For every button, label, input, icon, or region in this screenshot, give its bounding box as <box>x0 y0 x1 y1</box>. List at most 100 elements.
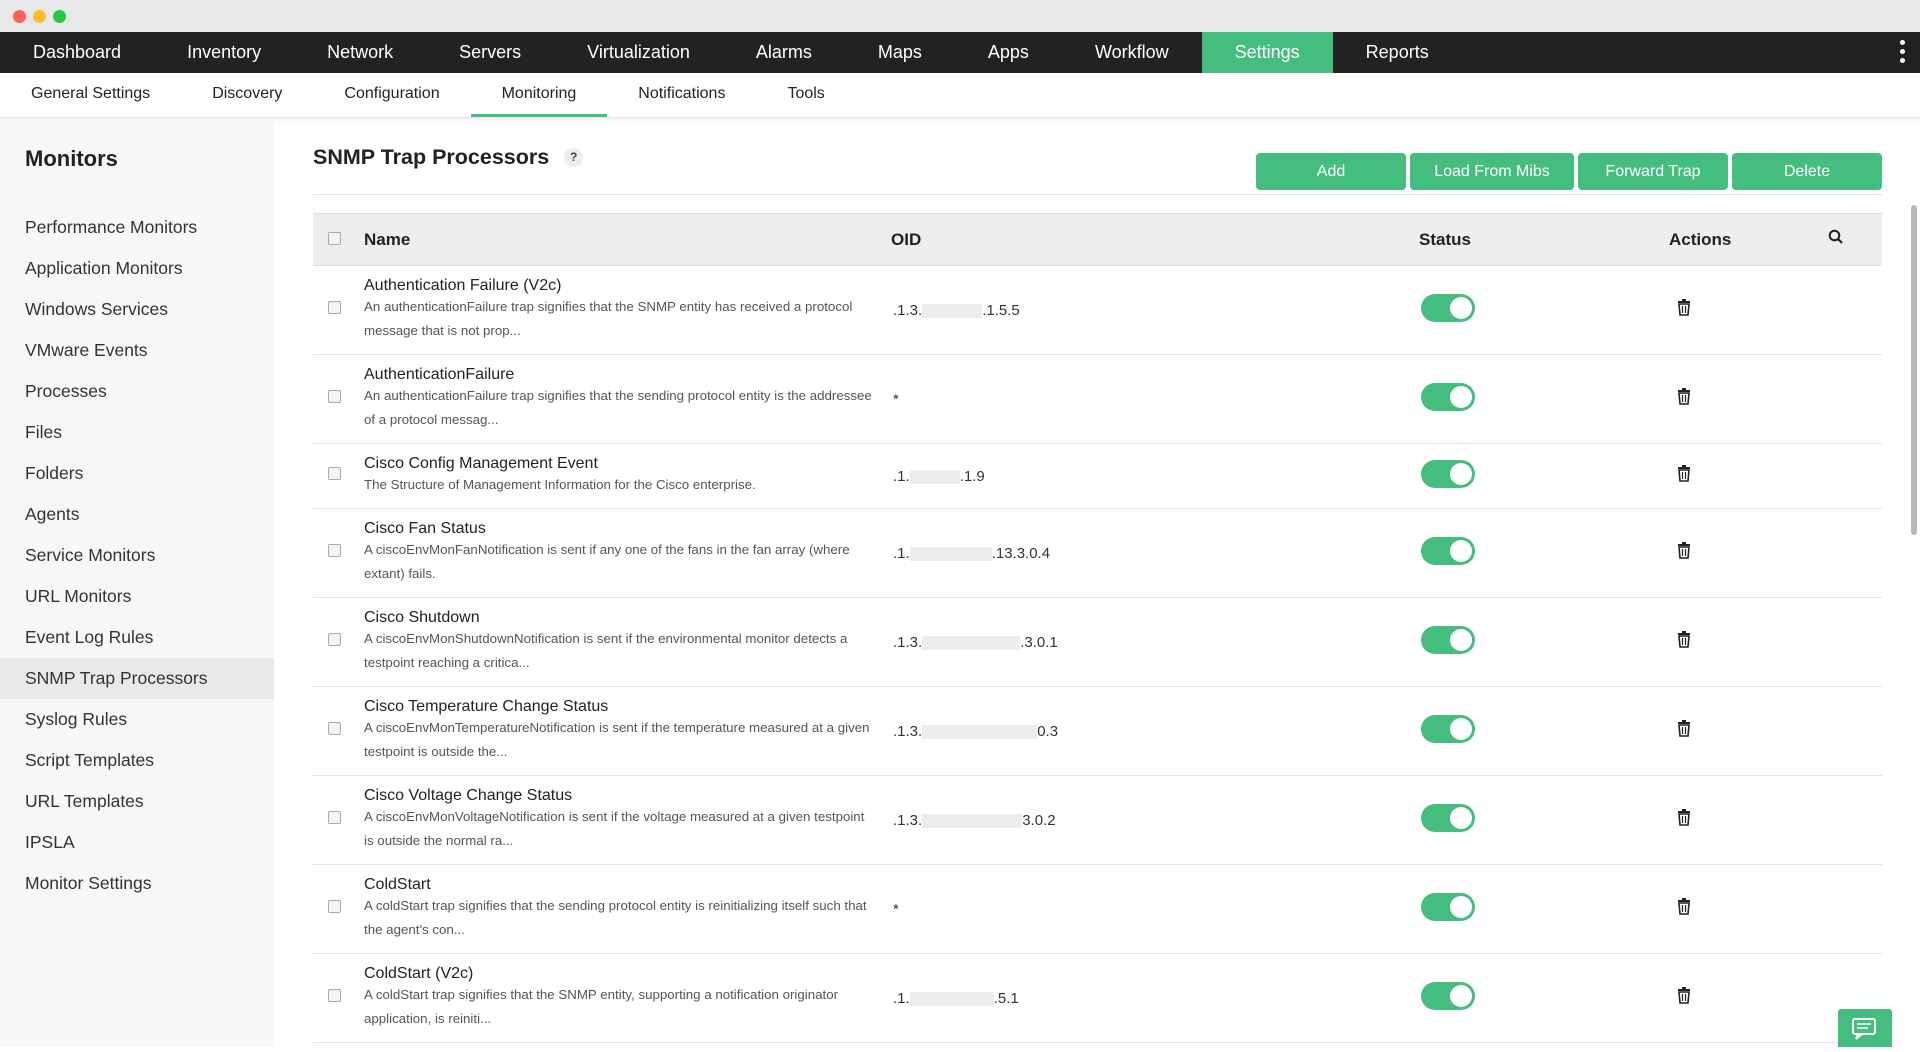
column-header-name[interactable]: Name <box>364 213 891 266</box>
nav-network[interactable]: Network <box>327 42 394 62</box>
chat-button[interactable] <box>1838 1009 1892 1047</box>
row-checkbox[interactable] <box>328 989 341 1002</box>
nav-virtualization[interactable]: Virtualization <box>587 42 690 62</box>
trash-icon[interactable] <box>1677 631 1691 648</box>
trap-name[interactable]: ColdStart <box>364 876 431 893</box>
column-header-actions: Actions <box>1669 213 1789 266</box>
add-button[interactable]: Add <box>1256 153 1406 190</box>
nav-inventory[interactable]: Inventory <box>187 42 262 62</box>
sidebar-item-performance-monitors[interactable]: Performance Monitors <box>25 217 198 237</box>
trash-icon[interactable] <box>1677 809 1691 826</box>
chat-icon <box>1852 1018 1876 1040</box>
row-checkbox[interactable] <box>328 390 341 403</box>
sidebar-item-monitor-settings[interactable]: Monitor Settings <box>25 873 152 893</box>
table-row: AuthenticationFailure An authenticationFa… <box>313 354 1882 444</box>
column-header-oid[interactable]: OID <box>891 213 1419 266</box>
sidebar-item-url-monitors[interactable]: URL Monitors <box>25 586 132 606</box>
status-toggle[interactable] <box>1421 293 1475 322</box>
tab-monitoring[interactable]: Monitoring <box>470 73 608 117</box>
sidebar-item-ipsla[interactable]: IPSLA <box>25 832 75 852</box>
tab-configuration[interactable]: Configuration <box>344 85 440 102</box>
oid-prefix: .1. <box>893 467 910 485</box>
status-toggle[interactable] <box>1421 382 1475 411</box>
load-from-mibs-button[interactable]: Load From Mibs <box>1410 153 1574 190</box>
sidebar-item-application-monitors[interactable]: Application Monitors <box>25 258 183 278</box>
sidebar-item-folders[interactable]: Folders <box>25 463 84 483</box>
tab-notifications[interactable]: Notifications <box>638 85 726 102</box>
sidebar-item-windows-services[interactable]: Windows Services <box>25 299 168 319</box>
sidebar-item-files[interactable]: Files <box>25 422 62 442</box>
row-checkbox[interactable] <box>328 900 341 913</box>
trash-icon[interactable] <box>1677 720 1691 737</box>
trash-icon[interactable] <box>1677 388 1691 405</box>
oid-suffix: 3.0.2 <box>1022 811 1056 829</box>
sidebar-item-script-templates[interactable]: Script Templates <box>25 750 155 770</box>
status-toggle[interactable] <box>1421 459 1475 488</box>
row-checkbox[interactable] <box>328 722 341 735</box>
row-checkbox[interactable] <box>328 544 341 557</box>
sidebar-item-url-templates[interactable]: URL Templates <box>25 791 144 811</box>
tab-general-settings[interactable]: General Settings <box>31 85 151 102</box>
row-checkbox[interactable] <box>328 467 341 480</box>
row-checkbox[interactable] <box>328 633 341 646</box>
table-row: Cisco Temperature Change Status A ciscoEn… <box>313 686 1882 776</box>
column-header-status[interactable]: Status <box>1419 213 1669 266</box>
trap-name[interactable]: Cisco Config Management Event <box>364 455 598 472</box>
status-toggle[interactable] <box>1421 625 1475 654</box>
sidebar-item-processes[interactable]: Processes <box>25 381 107 401</box>
status-toggle[interactable] <box>1421 536 1475 565</box>
scrollbar[interactable] <box>1911 205 1917 535</box>
help-icon[interactable]: ? <box>564 148 584 167</box>
trash-icon[interactable] <box>1677 987 1691 1004</box>
trap-description: A coldStart trap signifies that the send… <box>364 898 867 937</box>
sidebar-item-vmware-events[interactable]: VMware Events <box>25 340 148 360</box>
trash-icon[interactable] <box>1677 542 1691 559</box>
trash-icon[interactable] <box>1677 299 1691 316</box>
trap-name[interactable]: AuthenticationFailure <box>364 366 515 383</box>
oid-suffix: .1.5.5 <box>982 301 1020 319</box>
nav-alarms[interactable]: Alarms <box>755 42 812 62</box>
trap-name[interactable]: Authentication Failure (V2c) <box>364 277 562 294</box>
trash-icon[interactable] <box>1677 465 1691 482</box>
forward-trap-button[interactable]: Forward Trap <box>1578 153 1728 190</box>
status-toggle[interactable] <box>1421 981 1475 1010</box>
trash-icon[interactable] <box>1677 898 1691 915</box>
status-toggle[interactable] <box>1421 803 1475 832</box>
sidebar-item-service-monitors[interactable]: Service Monitors <box>25 545 156 565</box>
nav-servers[interactable]: Servers <box>459 42 522 62</box>
oid-prefix: * <box>893 900 899 918</box>
status-toggle[interactable] <box>1421 892 1475 921</box>
redacted-oid <box>922 303 983 318</box>
trap-name[interactable]: Cisco Shutdown <box>364 609 480 626</box>
more-options-icon[interactable] <box>1900 40 1906 67</box>
status-toggle[interactable] <box>1421 714 1475 743</box>
maximize-window-button[interactable] <box>53 10 66 23</box>
row-checkbox[interactable] <box>328 301 341 314</box>
trap-description: A ciscoEnvMonTemperatureNotification is … <box>364 720 870 759</box>
trap-name[interactable]: Cisco Temperature Change Status <box>364 698 609 715</box>
tab-tools[interactable]: Tools <box>787 85 825 102</box>
tab-discovery[interactable]: Discovery <box>212 85 283 102</box>
nav-settings[interactable]: Settings <box>1201 32 1333 73</box>
nav-apps[interactable]: Apps <box>987 42 1029 62</box>
sidebar-item-syslog-rules[interactable]: Syslog Rules <box>25 709 128 729</box>
search-icon[interactable] <box>1828 229 1844 245</box>
select-all-checkbox[interactable] <box>328 231 341 245</box>
minimize-window-button[interactable] <box>33 10 46 23</box>
sidebar-item-event-log-rules[interactable]: Event Log Rules <box>25 627 154 647</box>
nav-reports[interactable]: Reports <box>1365 42 1429 62</box>
nav-workflow[interactable]: Workflow <box>1094 42 1169 62</box>
trap-description: A ciscoEnvMonFanNotification is sent if … <box>364 542 850 581</box>
delete-button[interactable]: Delete <box>1732 153 1882 190</box>
trap-name[interactable]: Cisco Voltage Change Status <box>364 787 573 804</box>
trap-name[interactable]: Cisco Fan Status <box>364 520 486 537</box>
sidebar-item-snmp-trap-processors[interactable]: SNMP Trap Processors <box>0 658 274 699</box>
sidebar: Monitors Performance Monitors Application… <box>0 118 274 1047</box>
row-checkbox[interactable] <box>328 811 341 824</box>
close-window-button[interactable] <box>13 10 26 23</box>
redacted-oid <box>909 991 994 1006</box>
nav-maps[interactable]: Maps <box>877 42 922 62</box>
trap-name[interactable]: ColdStart (V2c) <box>364 965 474 982</box>
nav-dashboard[interactable]: Dashboard <box>33 42 122 62</box>
sidebar-item-agents[interactable]: Agents <box>25 504 80 524</box>
